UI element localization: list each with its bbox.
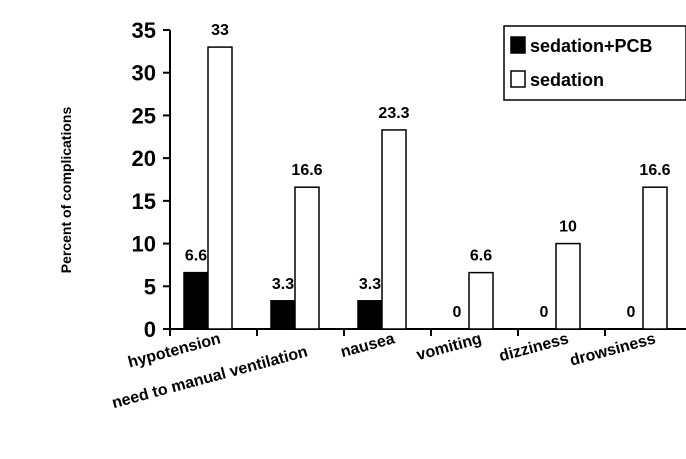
bar-sedation-pcb — [270, 300, 296, 330]
bars — [183, 46, 668, 330]
legend-label: sedation+PCB — [530, 36, 653, 56]
bar-sedation — [294, 186, 320, 330]
category-label: nausea — [339, 330, 397, 361]
bar-sedation — [642, 186, 668, 330]
y-tick-label: 10 — [132, 232, 156, 257]
data-label: 33 — [211, 22, 229, 39]
data-label: 16.6 — [639, 162, 670, 179]
data-label: 10 — [559, 219, 577, 236]
bar-sedation — [468, 271, 494, 330]
data-label: 0 — [627, 304, 636, 321]
data-labels: 6.6 33 3.3 16.6 3.3 23.3 0 6.6 0 10 0 16.6 — [185, 22, 671, 321]
data-label: 3.3 — [272, 276, 294, 293]
category-label: drowsiness — [568, 330, 658, 369]
category-label: dizziness — [497, 330, 570, 365]
data-label: 0 — [540, 304, 549, 321]
data-label: 23.3 — [378, 105, 409, 122]
legend: sedation+PCB sedation — [503, 25, 686, 101]
y-axis-ticks: 0 5 10 15 20 25 30 35 — [132, 18, 606, 342]
y-tick-label: 0 — [144, 317, 156, 342]
bar-sedation — [555, 242, 581, 330]
y-tick-label: 20 — [132, 146, 156, 171]
legend-swatch — [510, 36, 526, 54]
data-label: 16.6 — [291, 162, 322, 179]
bar-sedation — [207, 46, 233, 330]
bar-sedation — [381, 129, 407, 330]
y-tick-label: 5 — [144, 274, 156, 299]
y-tick-label: 30 — [132, 61, 156, 86]
legend-label: sedation — [530, 70, 604, 90]
data-label: 6.6 — [470, 248, 492, 265]
bar-sedation-pcb — [357, 300, 383, 330]
data-label: 3.3 — [359, 276, 381, 293]
data-label: 0 — [453, 304, 462, 321]
category-label: hypotension — [126, 330, 222, 371]
category-label: vomiting — [415, 330, 484, 364]
y-axis-label: Percent of complications — [58, 107, 74, 274]
y-tick-label: 25 — [132, 103, 156, 128]
legend-swatch — [510, 70, 526, 88]
y-tick-label: 35 — [132, 18, 156, 43]
legend-box — [503, 25, 686, 101]
data-label: 6.6 — [185, 248, 207, 265]
y-tick-label: 15 — [132, 189, 156, 214]
bar-sedation-pcb — [183, 271, 209, 330]
